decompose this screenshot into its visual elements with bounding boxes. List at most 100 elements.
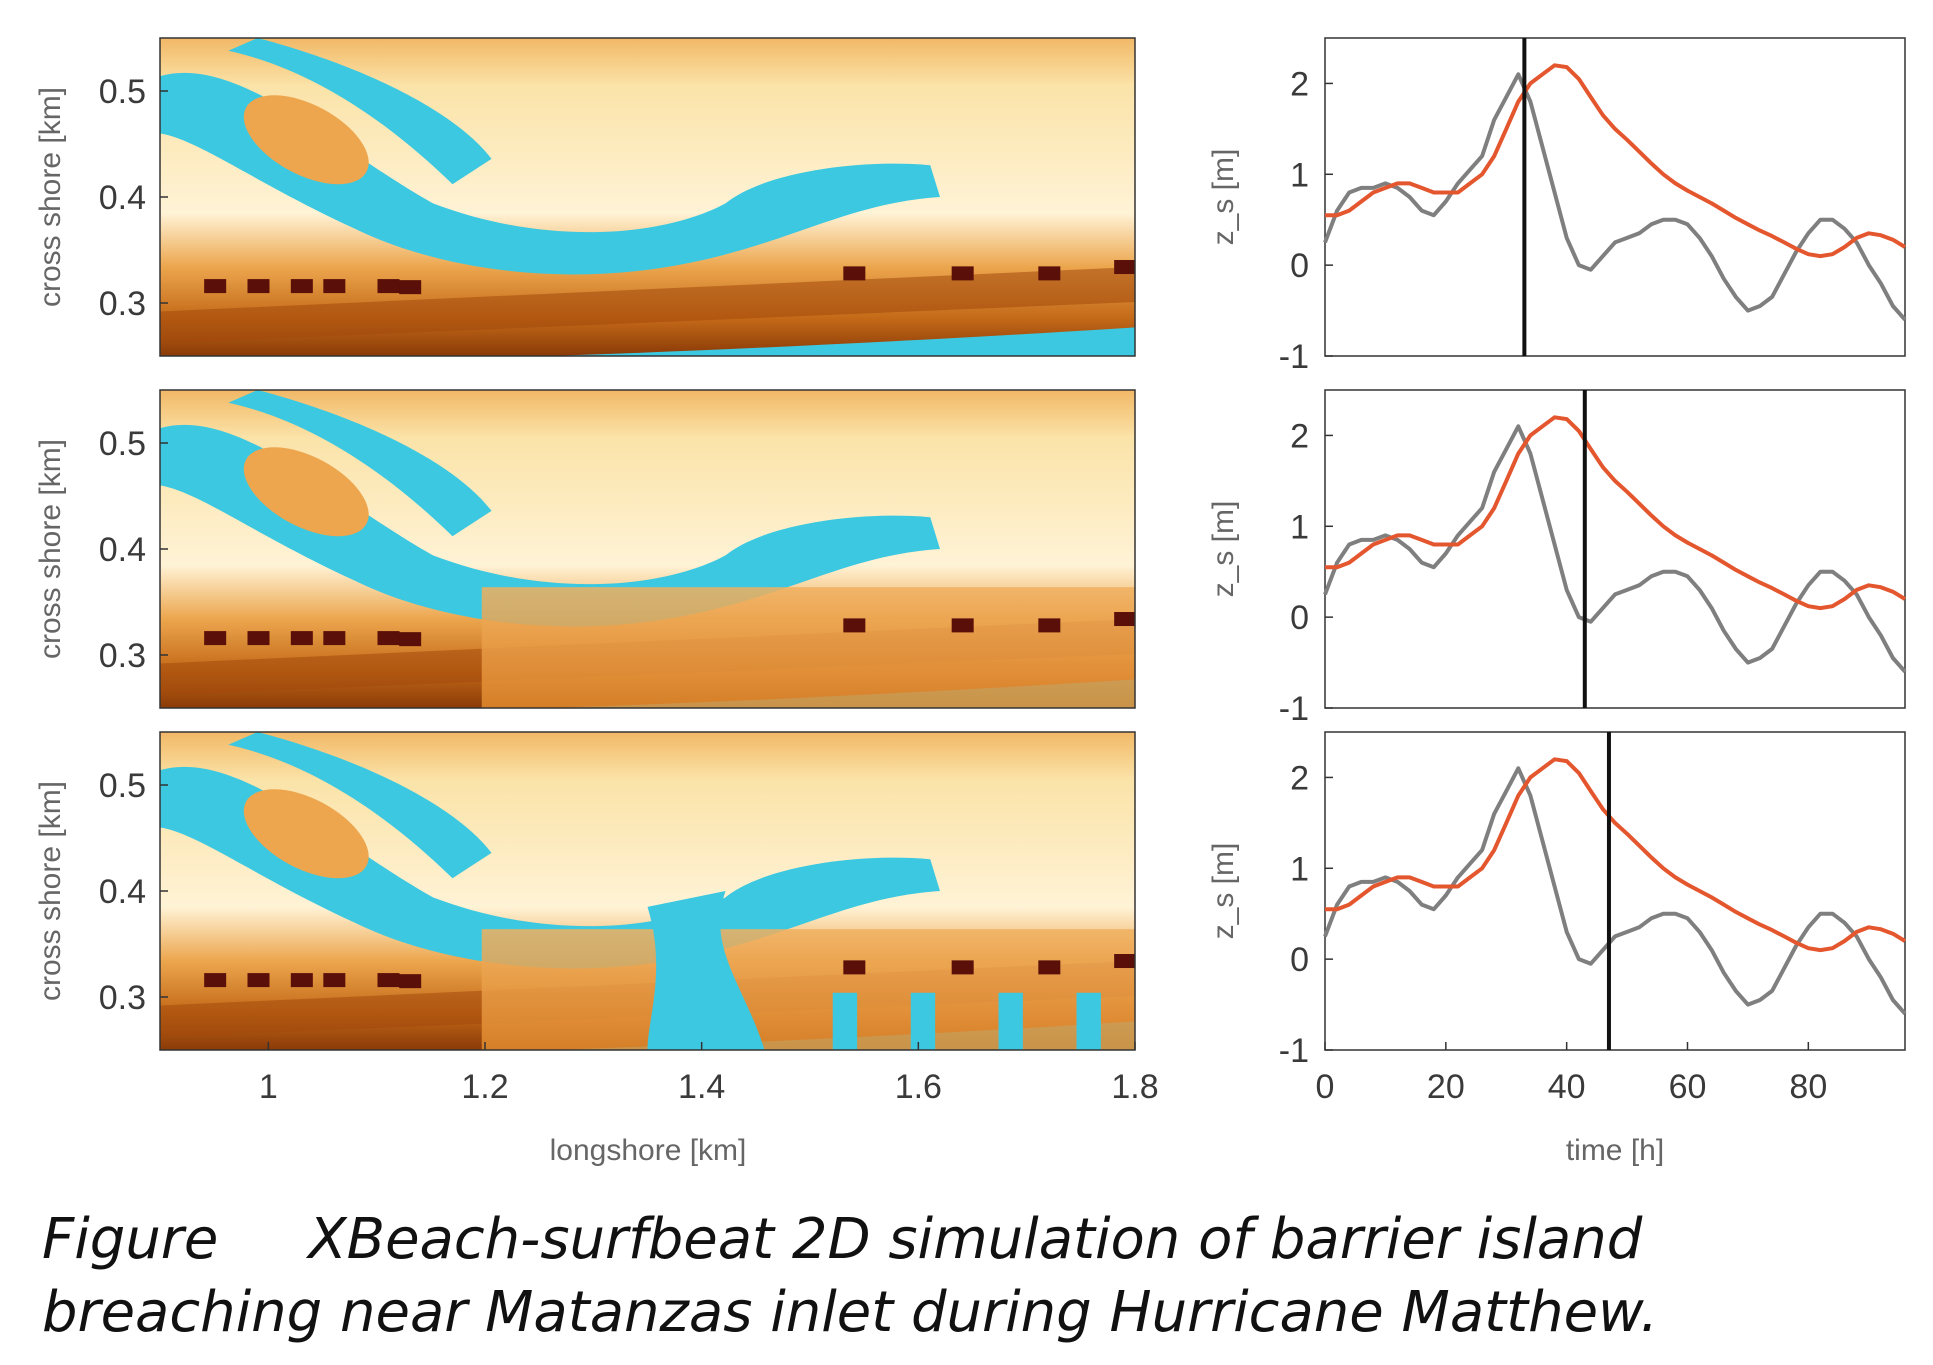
map-ytick-label: 0.3 [99, 637, 146, 675]
caption-text-1: XBeach-surfbeat 2D simulation of barrier… [308, 1207, 1643, 1272]
map-ytick-label: 0.4 [99, 531, 146, 569]
breach-gap-1 [832, 992, 858, 1050]
structure-1 [204, 631, 227, 646]
measured-series-line [1323, 766, 1907, 1016]
ts-ylabel: z_s [m] [1207, 149, 1240, 246]
map-ytick-label: 0.4 [99, 873, 146, 911]
structure-2 [247, 631, 270, 646]
map-field [160, 732, 1135, 1050]
structure-4 [323, 631, 346, 646]
timeseries-panel-1: -1 0 1 2 z_s [m] [1207, 37, 1907, 376]
plot-frame [1324, 37, 1906, 357]
map-xtick-label: 1.8 [1111, 1068, 1158, 1106]
structure-7 [843, 266, 866, 281]
structure-8 [951, 266, 974, 281]
map-ytick-label: 0.3 [99, 285, 146, 323]
ts-xtick-label: 80 [1789, 1068, 1827, 1106]
ts-ytick-label: 0 [1290, 599, 1309, 637]
model-series-line [1325, 415, 1907, 611]
map-xtick-label: 1.2 [461, 1068, 508, 1106]
model-series-line [1325, 757, 1907, 953]
ts-ytick-label: -1 [1279, 338, 1309, 376]
ts-ytick-label: 2 [1290, 65, 1309, 103]
structure-5 [377, 973, 400, 988]
map-ytick-label: 0.5 [99, 425, 146, 463]
structure-10 [1114, 260, 1135, 275]
ts-ytick-label: 1 [1290, 156, 1309, 194]
map-panel-3: 0.3 0.4 0.5 1 1.2 1.4 1.6 1.8 cross shore [km] [34, 731, 1159, 1106]
breach-gap-2 [910, 992, 936, 1050]
ts-ytick-label: 1 [1290, 850, 1309, 888]
structure-3 [290, 973, 313, 988]
overwash-fan [481, 587, 1135, 708]
structure-6 [399, 974, 422, 989]
channel-branch [228, 38, 492, 185]
breach-channel [647, 891, 765, 1050]
ocean-edge [550, 327, 1135, 356]
ts-ytick-label: 0 [1290, 247, 1309, 285]
structure-1 [204, 973, 227, 988]
ts-ytick-label: 0 [1290, 941, 1309, 979]
structure-5 [377, 279, 400, 294]
lagoon-channel [160, 424, 940, 627]
structure-10 [1114, 612, 1135, 627]
ts-ytick-label: -1 [1279, 690, 1309, 728]
island [243, 789, 369, 879]
overwash-fan [481, 929, 1135, 1050]
island [243, 95, 369, 185]
structure-7 [843, 960, 866, 975]
map-field [160, 390, 1135, 708]
structure-7 [843, 618, 866, 633]
ts-ytick-label: 1 [1290, 508, 1309, 546]
lagoon-channel [160, 766, 940, 969]
map-field [160, 38, 1135, 356]
breach-gap-3 [998, 992, 1023, 1050]
structure-4 [323, 973, 346, 988]
map-panels: 0.3 0.4 0.5 cross shore [km] 0.3 0.4 0.5 cross … [34, 37, 1159, 1106]
measured-series-line [1323, 424, 1907, 674]
plot-frame [1324, 731, 1906, 1051]
map-xlabel: longshore [km] [550, 1134, 747, 1167]
map-ytick-label: 0.5 [99, 767, 146, 805]
ts-ytick-label: 2 [1290, 759, 1309, 797]
channel-branch [228, 732, 492, 879]
map-xtick-label: 1.4 [678, 1068, 725, 1106]
caption-line-1: Figure XBeach-surfbeat 2D simulation of b… [42, 1205, 1902, 1275]
channel-branch [228, 390, 492, 537]
map-xtick-label: 1 [259, 1068, 278, 1106]
measured-series-line [1323, 72, 1907, 322]
ts-xtick-label: 0 [1316, 1068, 1335, 1106]
structure-3 [290, 631, 313, 646]
structure-8 [951, 618, 974, 633]
structure-4 [323, 279, 346, 294]
structure-6 [399, 280, 422, 295]
ts-ytick-label: -1 [1279, 1032, 1309, 1070]
breach-gap-4 [1076, 992, 1101, 1050]
map-panel-1: 0.3 0.4 0.5 cross shore [km] [34, 37, 1136, 357]
map-ytick-label: 0.5 [99, 73, 146, 111]
ts-ytick-label: 2 [1290, 417, 1309, 455]
structure-9 [1038, 618, 1061, 633]
caption-label: Figure [42, 1207, 219, 1272]
structure-9 [1038, 960, 1061, 975]
structure-10 [1114, 954, 1135, 969]
ts-ylabel: z_s [m] [1207, 501, 1240, 598]
ts-xlabel: time [h] [1566, 1134, 1664, 1167]
ts-xtick-label: 60 [1669, 1068, 1707, 1106]
caption-text-2: breaching near Matanzas inlet during Hur… [42, 1280, 1659, 1345]
dune-ridge [160, 266, 1135, 344]
plot-frame [1324, 389, 1906, 709]
map-ylabel: cross shore [km] [34, 439, 67, 659]
structure-8 [951, 960, 974, 975]
structure-2 [247, 973, 270, 988]
structure-1 [204, 279, 227, 294]
structure-3 [290, 279, 313, 294]
lagoon-channel [160, 72, 940, 275]
map-ylabel: cross shore [km] [34, 87, 67, 307]
structure-9 [1038, 266, 1061, 281]
caption-line-2: breaching near Matanzas inlet during Hur… [42, 1278, 1902, 1348]
model-series-line [1325, 63, 1907, 259]
